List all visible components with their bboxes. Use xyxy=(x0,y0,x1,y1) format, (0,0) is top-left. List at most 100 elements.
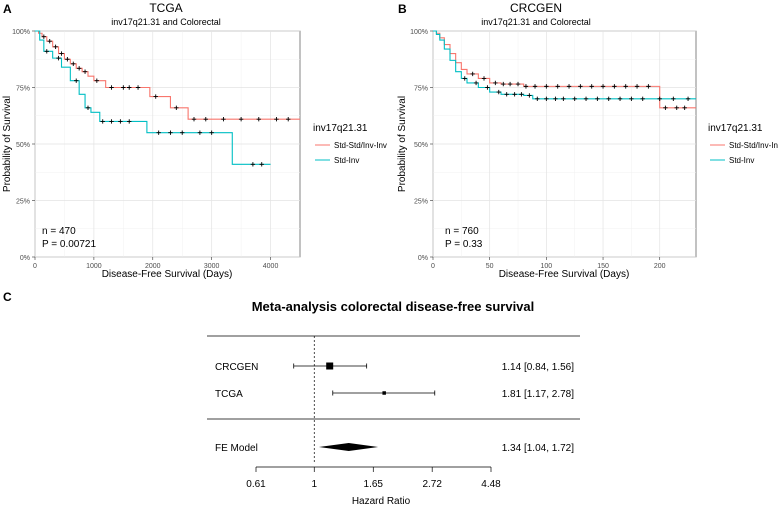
b-censor-mark xyxy=(544,96,549,101)
a-censor-mark xyxy=(127,85,132,90)
panel-a-subtitle: inv17q21.31 and Colorectal xyxy=(111,17,221,27)
b-censor-mark xyxy=(519,92,524,97)
b-y-tick-label: 50% xyxy=(414,142,428,149)
a-censor-mark xyxy=(135,85,141,90)
forest-x-tick-label: 0.61 xyxy=(246,479,266,490)
a-censor-mark xyxy=(168,130,173,135)
b-censor-mark xyxy=(485,85,490,90)
panel-label-c: C xyxy=(3,290,12,304)
forest-point-tcga xyxy=(382,391,386,395)
km-plot-tcga: TCGA inv17q21.31 and Colorectal 0% 25% 50%… xyxy=(2,1,387,280)
forest-x-tick-label: 2.72 xyxy=(422,479,442,490)
a-x-tick-label: 4000 xyxy=(263,263,279,270)
a-censor-mark xyxy=(180,130,185,135)
a-censor-mark xyxy=(256,116,261,122)
b-censor-mark xyxy=(617,96,623,101)
a-censor-mark xyxy=(118,119,123,124)
a-y-tick-label: 75% xyxy=(16,86,30,93)
a-censor-mark xyxy=(100,119,105,124)
panel-b-annotation-n: n = 760 xyxy=(445,226,479,237)
forest-study-crcgen: CRCGEN xyxy=(215,362,258,373)
a-censor-mark xyxy=(82,69,88,74)
panel-b-series xyxy=(433,30,696,111)
forest-x-axis: 0.61 1 1.65 2.72 4.48 xyxy=(246,466,501,490)
b-censor-mark xyxy=(595,96,600,101)
forest-marks xyxy=(293,362,436,451)
a-censor-mark xyxy=(274,116,279,122)
panel-b-grid xyxy=(432,30,696,258)
a-censor-mark xyxy=(47,38,52,44)
a-censor-mark xyxy=(71,61,76,66)
b-censor-mark xyxy=(462,76,467,81)
b-censor-mark xyxy=(515,81,521,87)
b-censor-mark xyxy=(512,92,517,97)
a-censor-mark xyxy=(41,34,47,39)
a-censor-mark xyxy=(74,78,79,83)
b-censor-mark xyxy=(544,84,549,89)
b-y-tick-label: 100% xyxy=(410,29,428,36)
panel-b-title: CRCGEN xyxy=(510,1,562,15)
b-censor-mark xyxy=(671,96,676,101)
a-x-tick-label: 1000 xyxy=(86,263,102,270)
b-censor-mark xyxy=(640,96,645,101)
panel-a-legend-title: inv17q21.31 xyxy=(313,123,368,134)
km-plot-crcgen: CRCGEN inv17q21.31 and Colorectal 0% 25% 5… xyxy=(397,1,778,280)
forest-estimate-tcga: 1.81 [1.17, 2.78] xyxy=(502,389,575,400)
a-censor-mark xyxy=(85,105,91,111)
panel-b-x-ticks: 0 50 100 150 200 xyxy=(431,257,666,270)
a-censor-mark xyxy=(109,85,114,90)
a-censor-mark xyxy=(153,94,158,99)
panel-a-annotation-p: P = 0.00721 xyxy=(42,239,96,250)
a-y-tick-label: 25% xyxy=(16,199,30,206)
b-x-tick-label: 200 xyxy=(654,263,666,270)
a-censor-mark xyxy=(53,44,58,50)
b-censor-mark xyxy=(606,96,611,101)
panel-a-x-axis-label: Disease-Free Survival (Days) xyxy=(102,269,233,280)
b-y-tick-label: 75% xyxy=(414,86,428,93)
a-censor-mark xyxy=(197,130,203,135)
b-censor-mark xyxy=(682,105,687,111)
a-censor-mark xyxy=(121,85,126,90)
panel-b-legend-std-inv: Std-Inv xyxy=(729,156,754,165)
b-censor-mark xyxy=(572,96,577,101)
b-censor-mark xyxy=(578,84,583,89)
b-censor-mark xyxy=(583,96,589,101)
b-censor-mark xyxy=(629,96,634,101)
b-censor-mark xyxy=(555,84,560,89)
panel-a-annotation-n: n = 470 xyxy=(42,226,76,237)
a-censor-mark xyxy=(44,49,49,54)
forest-estimate-summary: 1.34 [1.04, 1.72] xyxy=(502,443,575,454)
b-censor-mark xyxy=(634,84,640,89)
b-censor-mark xyxy=(657,96,662,101)
b-y-tick-label: 0% xyxy=(418,255,428,262)
forest-point-crcgen xyxy=(326,362,334,370)
forest-x-tick-label: 1.65 xyxy=(364,479,384,490)
panel-a-y-ticks: 0% 25% 50% 75% 100% xyxy=(12,29,35,262)
panel-a-legend-std-std-inv-inv: Std-Std/Inv-Inv xyxy=(334,141,387,150)
b-censor-mark xyxy=(566,84,572,89)
a-censor-mark xyxy=(250,162,256,167)
a-censor-mark xyxy=(127,119,132,124)
panel-a-y-axis-label: Probability of Survival xyxy=(2,96,13,192)
b-censor-mark xyxy=(600,84,606,89)
panel-b-legend-title: inv17q21.31 xyxy=(708,123,763,134)
a-censor-mark xyxy=(191,116,197,122)
panel-b-subtitle: inv17q21.31 and Colorectal xyxy=(481,17,591,27)
b-censor-mark xyxy=(663,105,668,111)
a-x-tick-label: 3000 xyxy=(204,263,220,270)
b-censor-mark xyxy=(532,84,538,89)
a-censor-mark xyxy=(286,116,291,122)
b-censor-mark xyxy=(481,76,487,81)
a-censor-mark xyxy=(56,55,61,61)
b-censor-mark xyxy=(496,89,501,95)
b-censor-mark xyxy=(493,80,498,86)
panel-a-series xyxy=(35,30,300,167)
a-censor-mark xyxy=(94,78,100,83)
a-y-tick-label: 50% xyxy=(16,142,30,149)
a-y-tick-label: 100% xyxy=(12,29,30,36)
panel-b-y-ticks: 0% 25% 50% 75% 100% xyxy=(410,29,433,262)
b-x-tick-label: 0 xyxy=(431,263,435,270)
forest-x-tick-label: 4.48 xyxy=(481,479,501,490)
forest-study-tcga: TCGA xyxy=(215,389,243,400)
panel-b-x-axis-label: Disease-Free Survival (Days) xyxy=(499,269,630,280)
